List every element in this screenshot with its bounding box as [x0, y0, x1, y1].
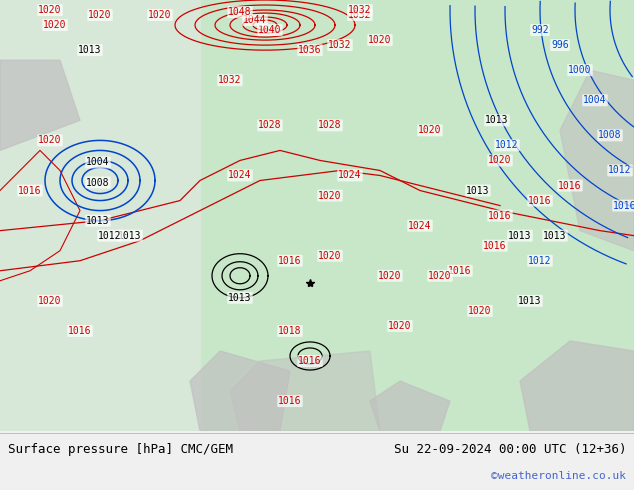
Text: 1044: 1044	[243, 15, 267, 25]
Text: 1012: 1012	[495, 141, 519, 150]
Text: 1020: 1020	[88, 10, 112, 20]
Text: 1020: 1020	[378, 271, 402, 281]
Text: 1016: 1016	[448, 266, 472, 276]
Text: 1013: 1013	[485, 115, 508, 125]
Text: 1028: 1028	[318, 121, 342, 130]
Text: 1032: 1032	[348, 5, 372, 15]
Text: 992: 992	[531, 25, 549, 35]
Text: 1013: 1013	[86, 216, 110, 225]
Text: 1016: 1016	[483, 241, 507, 251]
Text: 1020: 1020	[38, 296, 61, 306]
Text: 1016: 1016	[278, 256, 302, 266]
Text: ©weatheronline.co.uk: ©weatheronline.co.uk	[491, 471, 626, 481]
Text: 1040: 1040	[258, 25, 281, 35]
Text: 1016: 1016	[18, 186, 42, 196]
Text: 1016: 1016	[559, 180, 582, 191]
Text: 1016: 1016	[488, 211, 512, 220]
Text: 1032: 1032	[218, 75, 242, 85]
Text: 996: 996	[551, 40, 569, 50]
Polygon shape	[0, 0, 200, 431]
Text: 1020: 1020	[388, 321, 411, 331]
Text: 1036: 1036	[298, 45, 321, 55]
Polygon shape	[230, 351, 380, 431]
Text: 1016: 1016	[613, 200, 634, 211]
Text: 1020: 1020	[38, 135, 61, 146]
Text: 1024: 1024	[408, 220, 432, 231]
Text: 1012: 1012	[98, 231, 122, 241]
Text: 1020: 1020	[428, 271, 452, 281]
Text: 1016: 1016	[528, 196, 552, 206]
Text: 1013: 1013	[466, 186, 489, 196]
Text: 1018: 1018	[278, 326, 302, 336]
Polygon shape	[520, 341, 634, 431]
Text: 1000: 1000	[568, 65, 592, 75]
Text: 1012: 1012	[528, 256, 552, 266]
Text: 1020: 1020	[368, 35, 392, 45]
Text: 1013: 1013	[228, 293, 252, 303]
Text: 1024: 1024	[228, 171, 252, 180]
Text: 1032: 1032	[348, 10, 372, 20]
Polygon shape	[560, 70, 634, 251]
Text: 1020: 1020	[488, 155, 512, 166]
Text: 1032: 1032	[328, 40, 352, 50]
Text: 1028: 1028	[258, 121, 281, 130]
Text: 1024: 1024	[339, 171, 362, 180]
Text: 1004: 1004	[86, 157, 110, 168]
Text: Surface pressure [hPa] CMC/GEM: Surface pressure [hPa] CMC/GEM	[8, 443, 233, 456]
Polygon shape	[190, 351, 290, 431]
Text: 1020: 1020	[469, 306, 492, 316]
Text: 1004: 1004	[583, 95, 607, 105]
Polygon shape	[370, 381, 450, 431]
Text: Su 22-09-2024 00:00 UTC (12+36): Su 22-09-2024 00:00 UTC (12+36)	[394, 443, 626, 456]
Text: 1012: 1012	[608, 166, 631, 175]
Text: 1013: 1013	[543, 231, 567, 241]
Text: 1020: 1020	[38, 5, 61, 15]
Text: 1013: 1013	[119, 231, 142, 241]
Text: 1016: 1016	[68, 326, 92, 336]
Text: 1013: 1013	[78, 45, 101, 55]
Text: 1013: 1013	[508, 231, 532, 241]
Text: 1020: 1020	[318, 191, 342, 200]
Text: 1020: 1020	[318, 251, 342, 261]
Text: 1016: 1016	[298, 356, 321, 366]
Text: 1020: 1020	[418, 125, 442, 135]
Polygon shape	[0, 60, 80, 150]
Text: 1013: 1013	[518, 296, 541, 306]
Text: 1020: 1020	[148, 10, 172, 20]
Text: 1008: 1008	[598, 130, 622, 140]
Text: 1016: 1016	[278, 396, 302, 406]
Text: 1008: 1008	[86, 177, 110, 188]
Text: 1048: 1048	[228, 7, 252, 17]
Text: 1020: 1020	[43, 20, 67, 30]
